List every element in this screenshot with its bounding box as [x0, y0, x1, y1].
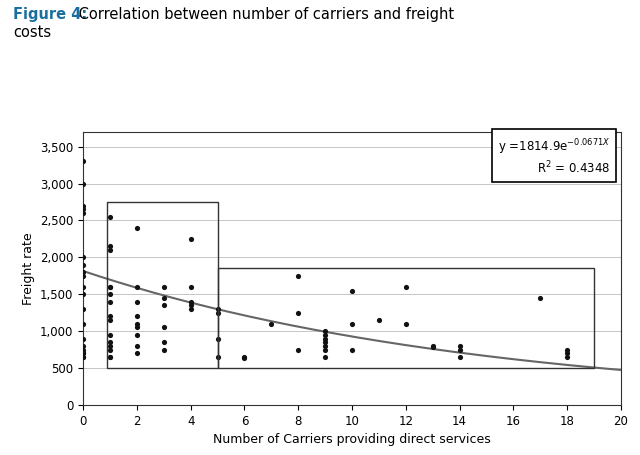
X-axis label: Number of Carriers providing direct services: Number of Carriers providing direct serv…	[213, 433, 491, 446]
Point	[428, 342, 438, 349]
Text: costs: costs	[13, 25, 51, 40]
Point	[454, 346, 465, 353]
Point	[105, 317, 115, 324]
Point	[401, 283, 411, 291]
Point	[78, 209, 88, 217]
Point	[78, 283, 88, 291]
Point	[562, 346, 572, 353]
Point	[293, 272, 303, 279]
Point	[105, 339, 115, 346]
Point	[212, 354, 223, 361]
Point	[78, 291, 88, 298]
Point	[159, 302, 169, 309]
Point	[132, 331, 142, 339]
Point	[401, 320, 411, 328]
Point	[159, 324, 169, 331]
Point	[78, 272, 88, 279]
Bar	[108, 202, 218, 368]
Point	[186, 302, 196, 309]
Point	[266, 320, 276, 328]
Point	[454, 354, 465, 361]
Point	[428, 344, 438, 351]
Point	[132, 313, 142, 320]
Point	[562, 349, 572, 357]
Point	[186, 305, 196, 313]
Y-axis label: Freight rate: Freight rate	[22, 232, 35, 305]
Point	[562, 354, 572, 361]
Point	[320, 331, 330, 339]
Point	[78, 354, 88, 361]
Point	[105, 354, 115, 361]
Point	[132, 320, 142, 328]
Point	[159, 294, 169, 302]
Point	[78, 261, 88, 268]
Point	[320, 328, 330, 335]
Point	[186, 235, 196, 243]
Point	[186, 283, 196, 291]
Point	[78, 354, 88, 361]
Point	[454, 342, 465, 349]
Point	[78, 254, 88, 261]
Text: Correlation between number of carriers and freight: Correlation between number of carriers a…	[74, 7, 454, 22]
Point	[78, 346, 88, 353]
Point	[78, 202, 88, 209]
Point	[78, 206, 88, 213]
Point	[132, 342, 142, 349]
Point	[320, 342, 330, 349]
Point	[212, 305, 223, 313]
Point	[105, 342, 115, 349]
Point	[78, 268, 88, 276]
Point	[132, 224, 142, 232]
Bar	[218, 268, 594, 368]
Text: Figure 4:: Figure 4:	[13, 7, 87, 22]
Point	[105, 283, 115, 291]
Point	[105, 313, 115, 320]
Point	[239, 354, 250, 361]
Point	[105, 283, 115, 291]
Point	[78, 342, 88, 349]
Point	[293, 346, 303, 353]
Point	[186, 298, 196, 305]
Point	[159, 346, 169, 353]
Point	[78, 305, 88, 313]
Point	[78, 349, 88, 357]
Point	[105, 331, 115, 339]
Point	[320, 339, 330, 346]
Point	[320, 346, 330, 353]
Point	[132, 349, 142, 357]
Point	[374, 317, 384, 324]
Point	[347, 320, 357, 328]
Point	[105, 291, 115, 298]
Point	[78, 335, 88, 342]
Point	[105, 246, 115, 253]
Point	[159, 283, 169, 291]
Point	[105, 354, 115, 361]
Point	[132, 324, 142, 331]
Text: y =1814.9e$^{-0.0671X}$
R$^2$ = 0.4348: y =1814.9e$^{-0.0671X}$ R$^2$ = 0.4348	[497, 137, 610, 177]
Point	[347, 287, 357, 294]
Point	[105, 346, 115, 353]
Point	[239, 354, 250, 361]
Point	[78, 158, 88, 165]
Point	[105, 243, 115, 250]
Point	[293, 309, 303, 316]
Point	[212, 309, 223, 316]
Point	[535, 294, 545, 302]
Point	[78, 320, 88, 328]
Point	[132, 298, 142, 305]
Point	[78, 180, 88, 187]
Point	[78, 349, 88, 357]
Point	[320, 354, 330, 361]
Point	[105, 213, 115, 220]
Point	[159, 339, 169, 346]
Point	[132, 283, 142, 291]
Point	[320, 335, 330, 342]
Point	[347, 346, 357, 353]
Point	[105, 298, 115, 305]
Point	[212, 335, 223, 342]
